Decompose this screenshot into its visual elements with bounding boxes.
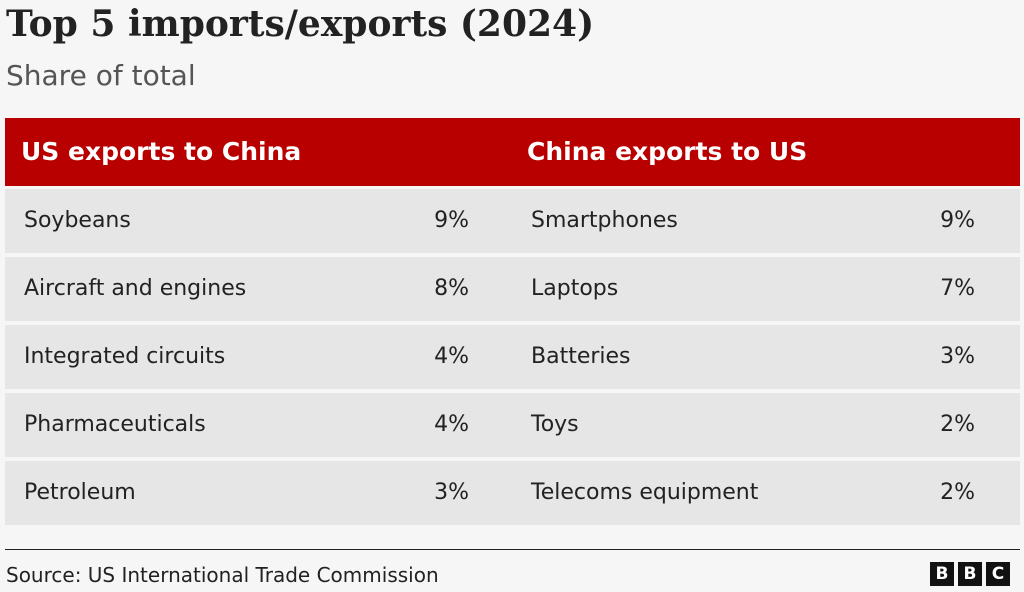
footer-divider [5, 549, 1020, 550]
trade-table: US exports to China China exports to US … [5, 118, 1020, 525]
column-header-us-exports: US exports to China [21, 137, 302, 166]
us-export-share: 8% [434, 276, 469, 301]
us-export-product: Aircraft and engines [24, 276, 247, 301]
china-export-share: 2% [940, 480, 975, 505]
logo-letter-c: C [986, 562, 1010, 586]
table-row: Petroleum 3% Telecoms equipment 2% [5, 461, 1020, 525]
table-row: Aircraft and engines 8% Laptops 7% [5, 257, 1020, 321]
chart-subtitle: Share of total [6, 59, 196, 92]
column-header-china-exports: China exports to US [527, 137, 808, 166]
china-export-share: 3% [940, 344, 975, 369]
china-export-product: Smartphones [531, 208, 678, 233]
us-export-share: 4% [434, 344, 469, 369]
china-export-product: Batteries [531, 344, 631, 369]
table-row: Integrated circuits 4% Batteries 3% [5, 325, 1020, 389]
china-export-product: Toys [531, 412, 579, 437]
chart-title: Top 5 imports/exports (2024) [6, 3, 595, 45]
table-row: Soybeans 9% Smartphones 9% [5, 189, 1020, 253]
us-export-product: Petroleum [24, 480, 136, 505]
us-export-product: Pharmaceuticals [24, 412, 206, 437]
us-export-share: 9% [434, 208, 469, 233]
table-row: Pharmaceuticals 4% Toys 2% [5, 393, 1020, 457]
us-export-product: Soybeans [24, 208, 131, 233]
logo-letter-b: B [958, 562, 982, 586]
china-export-share: 7% [940, 276, 975, 301]
source-note: Source: US International Trade Commissio… [6, 563, 439, 587]
china-export-product: Laptops [531, 276, 619, 301]
china-export-share: 9% [940, 208, 975, 233]
us-export-product: Integrated circuits [24, 344, 226, 369]
china-export-share: 2% [940, 412, 975, 437]
table-body: Soybeans 9% Smartphones 9% Aircraft and … [5, 189, 1020, 525]
bbc-logo: B B C [930, 562, 1010, 586]
china-export-product: Telecoms equipment [531, 480, 759, 505]
us-export-share: 3% [434, 480, 469, 505]
table-header: US exports to China China exports to US [5, 118, 1020, 186]
us-export-share: 4% [434, 412, 469, 437]
logo-letter-b: B [930, 562, 954, 586]
